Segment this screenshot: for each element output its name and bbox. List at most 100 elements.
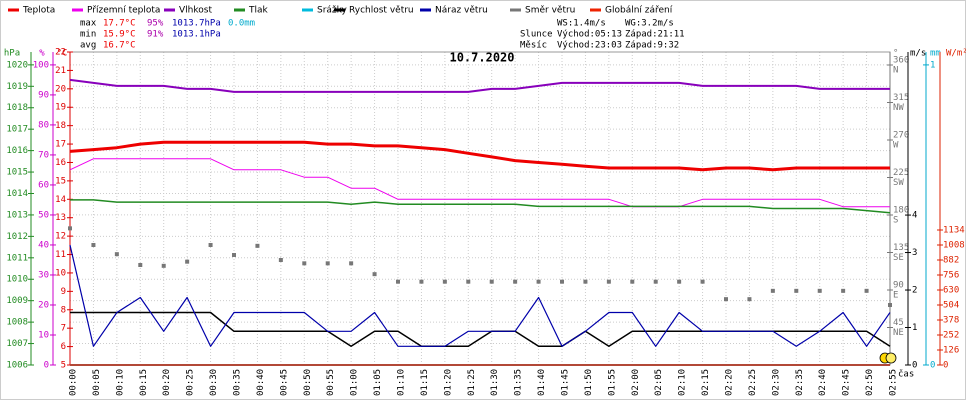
tick-label: 180: [893, 206, 909, 216]
series-line: [69, 78, 890, 93]
tick-label: 1011: [6, 253, 28, 263]
stat-text: 15.9°C: [103, 30, 136, 40]
x-tick-label: 00:00: [69, 369, 79, 396]
wind-direction-point: [513, 279, 518, 284]
x-tick-label: 00:55: [326, 369, 336, 396]
tick-label: 50: [38, 210, 49, 220]
x-tick-label: 02:05: [654, 369, 664, 396]
wind-direction-point: [419, 279, 424, 284]
tick-label: 45: [893, 318, 904, 328]
tick-label: 15: [55, 176, 66, 186]
x-tick-label: 00:10: [115, 369, 125, 396]
moon-stat: Západ:9:32: [625, 41, 679, 51]
axis-unit: %: [39, 49, 45, 59]
tick-label: 1009: [6, 296, 28, 306]
x-tick-label: 02:55: [889, 369, 899, 396]
tick-label: 1018: [6, 103, 28, 113]
tick-label: 1010: [6, 275, 28, 285]
tick-name: NW: [893, 103, 904, 113]
tick-label: 4: [912, 211, 917, 221]
x-tick-label: 02:00: [631, 369, 641, 396]
x-tick-label: 02:10: [678, 369, 688, 396]
x-tick-label: 02:15: [701, 369, 711, 396]
wind-direction-point: [770, 288, 775, 293]
axis-unit: °: [893, 49, 898, 59]
x-tick-label: 02:50: [865, 369, 875, 396]
stat-text: 1013.7hPa: [172, 19, 221, 29]
tick-name: S: [893, 216, 898, 226]
x-tick-label: 00:40: [256, 369, 266, 396]
tick-label: 1006: [6, 361, 28, 371]
axis-unit: W/m²: [946, 49, 966, 59]
x-tick-label: 01:25: [467, 369, 477, 396]
series-line: [70, 199, 891, 214]
wind-direction-point: [489, 279, 494, 284]
series-line: [69, 244, 891, 347]
tick-name: W: [893, 141, 899, 151]
tick-label: 135: [893, 243, 909, 253]
wind-direction-point: [208, 243, 213, 247]
x-tick-label: 01:05: [373, 369, 383, 396]
stat-text: max: [80, 19, 97, 29]
wind-direction-point: [442, 279, 447, 284]
x-tick-label: 00:45: [279, 369, 289, 396]
tick-label: 10: [55, 268, 66, 278]
moon-stat: Měsíc: [520, 41, 547, 51]
tick-label: 7: [61, 324, 66, 334]
tick-label: 126: [943, 345, 959, 355]
tick-label: 14: [55, 195, 66, 205]
wind-direction-point: [841, 288, 846, 293]
tick-label: 1008: [943, 240, 965, 250]
x-tick-label: 01:55: [607, 369, 617, 396]
tick-label: 19: [55, 103, 66, 113]
tick-label: 17: [55, 140, 66, 150]
x-tick-label: 00:20: [162, 369, 172, 396]
tick-label: 1008: [6, 318, 28, 328]
x-tick-label: 01:35: [514, 369, 524, 396]
wind-direction-point: [278, 258, 283, 262]
stat-text: avg: [80, 41, 96, 51]
legend-label: Srážky: [317, 6, 348, 16]
chart-title: 10.7.2020: [449, 51, 514, 65]
tick-label: 1017: [6, 125, 28, 135]
x-tick-label: 01:20: [443, 369, 453, 396]
axis-unit: m/s: [910, 49, 926, 59]
x-tick-label: 02:45: [842, 369, 852, 396]
wind-direction-point: [185, 259, 190, 264]
x-tick-label: 01:45: [561, 369, 571, 396]
stat-text: 1013.1hPa: [172, 30, 221, 40]
tick-label: 1012: [6, 232, 28, 242]
tick-label: 100: [33, 60, 49, 70]
tick-label: 40: [38, 240, 49, 250]
wind-direction-point: [68, 226, 72, 231]
tick-label: 18: [55, 121, 66, 131]
wind-direction-point: [536, 279, 541, 284]
tick-label: 1: [930, 60, 935, 70]
tick-label: 22: [55, 48, 66, 58]
wind-stat: WG:3.2m/s: [625, 19, 674, 29]
wind-direction-point: [325, 261, 330, 266]
x-tick-label: 02:20: [725, 369, 735, 396]
tick-label: 21: [55, 66, 66, 76]
wind-direction-point: [630, 279, 635, 284]
x-tick-label: 02:25: [748, 369, 758, 396]
tick-label: 1134: [943, 225, 965, 235]
x-tick-label: 02:30: [771, 369, 781, 396]
x-tick-label: 01:30: [490, 369, 500, 396]
wind-direction-point: [466, 279, 471, 284]
tick-label: 270: [893, 131, 909, 141]
tick-label: 1013: [6, 210, 28, 220]
tick-label: 60: [38, 180, 49, 190]
wind-direction-point: [583, 279, 588, 284]
tick-label: 504: [943, 300, 959, 310]
tick-label: 10: [38, 330, 49, 340]
wind-direction-point: [606, 279, 611, 284]
legend-label: Přízemní teplota: [87, 6, 160, 16]
wind-direction-point: [700, 279, 705, 284]
wind-direction-point: [255, 243, 260, 248]
tick-label: 12: [55, 232, 66, 242]
x-tick-label: 01:15: [420, 369, 430, 396]
tick-name: SE: [893, 253, 904, 263]
x-tick-label: 02:35: [795, 369, 805, 396]
